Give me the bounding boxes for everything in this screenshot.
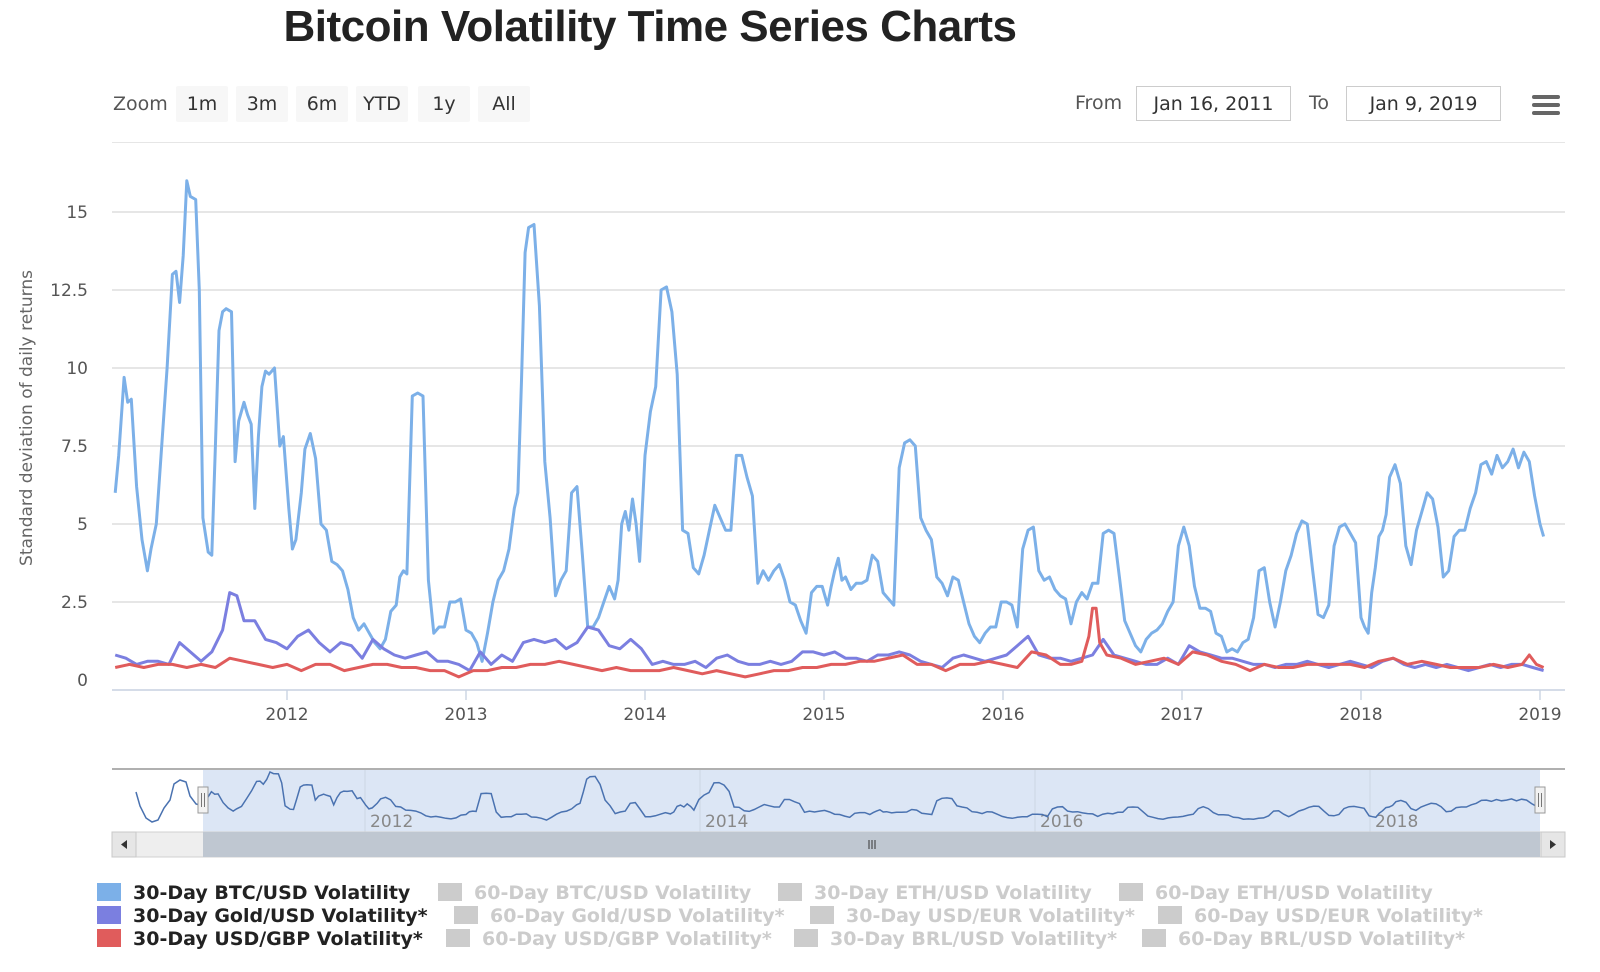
to-label: To — [1309, 92, 1330, 114]
volatility-chart: 0 2.5 5 7.5 10 12.5 15 Standard deviation of d… — [17, 179, 1566, 858]
x-tick-label: 2019 — [1518, 705, 1561, 725]
legend-swatch — [1142, 929, 1166, 947]
y-tick-label: 0 — [77, 671, 88, 691]
legend-item[interactable]: 60-Day BRL/USD Volatility* — [1142, 928, 1465, 950]
legend-swatch — [810, 906, 834, 924]
navigator: 2012 2014 2016 2018 — [111, 768, 1566, 858]
legend-label: 30-Day USD/EUR Volatility* — [846, 905, 1135, 927]
legend-item[interactable]: 30-Day ETH/USD Volatility — [778, 882, 1092, 904]
navigator-selected-mask[interactable] — [203, 770, 1540, 832]
legend-item[interactable]: 30-Day USD/GBP Volatility* — [97, 928, 423, 950]
series-line-btc[interactable] — [113, 179, 1546, 663]
legend-label: 30-Day USD/GBP Volatility* — [133, 928, 423, 950]
y-tick-label: 15 — [66, 203, 88, 223]
zoom-label: Zoom — [113, 93, 168, 115]
y-tick-label: 5 — [77, 515, 88, 535]
legend-label: 60-Day USD/GBP Volatility* — [482, 928, 772, 950]
legend-label: 60-Day USD/EUR Volatility* — [1194, 905, 1483, 927]
legend-label: 30-Day BTC/USD Volatility — [133, 882, 411, 904]
navigator-series-line — [135, 770, 1541, 823]
legend-swatch — [97, 883, 121, 901]
arrow-left-icon[interactable] — [111, 831, 137, 858]
zoom-button-1y[interactable]: 1y — [418, 86, 470, 122]
navigator-tick-label: 2014 — [705, 812, 748, 832]
y-tick-label: 7.5 — [61, 437, 88, 457]
hamburger-menu-icon[interactable] — [1532, 95, 1560, 119]
arrow-right-icon[interactable] — [1540, 831, 1566, 858]
legend-item[interactable]: 60-Day Gold/USD Volatility* — [454, 905, 785, 927]
legend-item[interactable]: 60-Day USD/EUR Volatility* — [1158, 905, 1483, 927]
y-axis-title: Standard deviation of daily returns — [17, 270, 37, 566]
legend-item[interactable]: 30-Day Gold/USD Volatility* — [97, 905, 428, 927]
zoom-button-1m[interactable]: 1m — [176, 86, 228, 122]
grip-lines-icon[interactable] — [868, 840, 876, 849]
legend-item[interactable]: 30-Day USD/EUR Volatility* — [810, 905, 1135, 927]
header-divider — [112, 142, 1565, 143]
legend-swatch — [1119, 883, 1143, 901]
x-tick-label: 2016 — [981, 705, 1024, 725]
to-date-input[interactable]: Jan 9, 2019 — [1346, 86, 1501, 121]
zoom-button-6m[interactable]: 6m — [296, 86, 348, 122]
from-date-input[interactable]: Jan 16, 2011 — [1136, 86, 1291, 121]
x-tick-label: 2012 — [265, 705, 308, 725]
legend-swatch — [454, 906, 478, 924]
x-tick-label: 2014 — [623, 705, 666, 725]
legend-label: 30-Day ETH/USD Volatility — [814, 882, 1092, 904]
legend-item[interactable]: 60-Day USD/GBP Volatility* — [446, 928, 772, 950]
y-tick-label: 12.5 — [50, 281, 88, 301]
navigator-tick-label: 2012 — [370, 812, 413, 832]
legend-label: 60-Day Gold/USD Volatility* — [490, 905, 785, 927]
legend-swatch — [97, 929, 121, 947]
navigator-tick-label: 2016 — [1040, 812, 1083, 832]
menu-bar — [1532, 103, 1560, 107]
x-tick-label: 2013 — [444, 705, 487, 725]
legend-swatch — [778, 883, 802, 901]
zoom-button-3m[interactable]: 3m — [236, 86, 288, 122]
page-title: Bitcoin Volatility Time Series Charts — [283, 2, 1017, 51]
menu-bar — [1532, 111, 1560, 115]
series-line-gbp[interactable] — [114, 606, 1545, 679]
legend-swatch — [1158, 906, 1182, 924]
zoom-button-ytd[interactable]: YTD — [356, 86, 408, 122]
x-tick-label: 2018 — [1339, 705, 1382, 725]
navigator-handle-right[interactable] — [1534, 786, 1546, 814]
zoom-button-all[interactable]: All — [478, 86, 530, 122]
navigator-tick-label: 2018 — [1375, 812, 1418, 832]
legend-swatch — [438, 883, 462, 901]
legend-item[interactable]: 30-Day BTC/USD Volatility — [97, 882, 410, 904]
legend-swatch — [446, 929, 470, 947]
legend-item[interactable]: 60-Day BTC/USD Volatility — [438, 882, 751, 904]
series-line-gold[interactable] — [114, 591, 1545, 673]
from-label: From — [1075, 92, 1123, 114]
legend-swatch — [794, 929, 818, 947]
legend-label: 60-Day ETH/USD Volatility — [1155, 882, 1433, 904]
legend-label: 60-Day BRL/USD Volatility* — [1178, 928, 1466, 950]
legend-item[interactable]: 60-Day ETH/USD Volatility — [1119, 882, 1433, 904]
y-tick-label: 2.5 — [61, 593, 88, 613]
legend-label: 60-Day BTC/USD Volatility — [474, 882, 752, 904]
legend-swatch — [97, 906, 121, 924]
legend-item[interactable]: 30-Day BRL/USD Volatility* — [794, 928, 1117, 950]
y-tick-label: 10 — [66, 359, 88, 379]
x-tick-label: 2017 — [1160, 705, 1203, 725]
grid-lines — [112, 211, 1565, 603]
navigator-handle-left[interactable] — [197, 786, 209, 814]
x-tick-label: 2015 — [802, 705, 845, 725]
menu-bar — [1532, 95, 1560, 99]
y-axis-ticks: 0 2.5 5 7.5 10 12.5 15 — [50, 203, 88, 691]
legend-label: 30-Day Gold/USD Volatility* — [133, 905, 428, 927]
x-axis: 2012 2013 2014 2015 2016 2017 2018 2019 — [112, 689, 1565, 725]
legend-label: 30-Day BRL/USD Volatility* — [830, 928, 1118, 950]
series-group — [113, 179, 1546, 679]
